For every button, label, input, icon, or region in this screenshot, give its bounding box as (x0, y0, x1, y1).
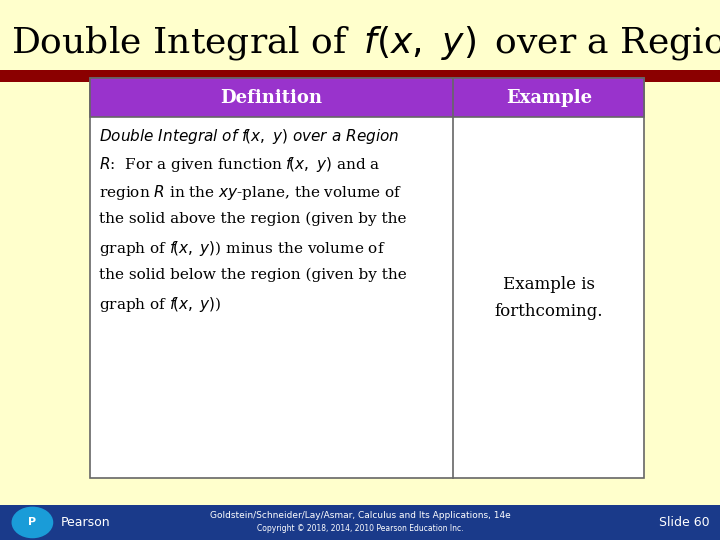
Text: Pearson: Pearson (61, 516, 111, 529)
FancyBboxPatch shape (90, 78, 644, 478)
FancyBboxPatch shape (0, 70, 720, 82)
Text: graph of $\mathit{f\!(x,\ y)}$) minus the volume of: graph of $\mathit{f\!(x,\ y)}$) minus th… (99, 239, 385, 258)
Text: Copyright © 2018, 2014, 2010 Pearson Education Inc.: Copyright © 2018, 2014, 2010 Pearson Edu… (257, 524, 463, 534)
Text: $\mathit{Double\ Integral\ of\ f\!(x,\ y)\ over\ a\ Region}$: $\mathit{Double\ Integral\ of\ f\!(x,\ y… (99, 127, 399, 146)
Text: graph of $\mathit{f\!(x,\ y)}$): graph of $\mathit{f\!(x,\ y)}$) (99, 295, 221, 314)
FancyBboxPatch shape (0, 505, 720, 540)
Text: Definition: Definition (220, 89, 323, 107)
Text: $\mathit{R}$:  For a given function $\mathit{f\!(x,\ y)}$ and a: $\mathit{R}$: For a given function $\mat… (99, 155, 380, 174)
Text: Goldstein/Schneider/Lay/Asmar, Calculus and Its Applications, 14e: Goldstein/Schneider/Lay/Asmar, Calculus … (210, 511, 510, 521)
Text: Example is: Example is (503, 275, 595, 293)
Text: forthcoming.: forthcoming. (495, 302, 603, 320)
Text: the solid below the region (given by the: the solid below the region (given by the (99, 267, 406, 282)
Text: region $\mathit{R}$ in the $\mathit{xy}$-plane, the volume of: region $\mathit{R}$ in the $\mathit{xy}$… (99, 183, 402, 202)
FancyBboxPatch shape (90, 78, 644, 117)
Text: Slide 60: Slide 60 (659, 516, 709, 529)
Text: the solid above the region (given by the: the solid above the region (given by the (99, 211, 406, 226)
Text: Example: Example (505, 89, 592, 107)
Text: Double Integral of $\,f(x,\ y)\,$ over a Region $\,R$: Double Integral of $\,f(x,\ y)\,$ over a… (11, 24, 720, 62)
Text: P: P (28, 517, 37, 528)
Circle shape (12, 508, 53, 538)
